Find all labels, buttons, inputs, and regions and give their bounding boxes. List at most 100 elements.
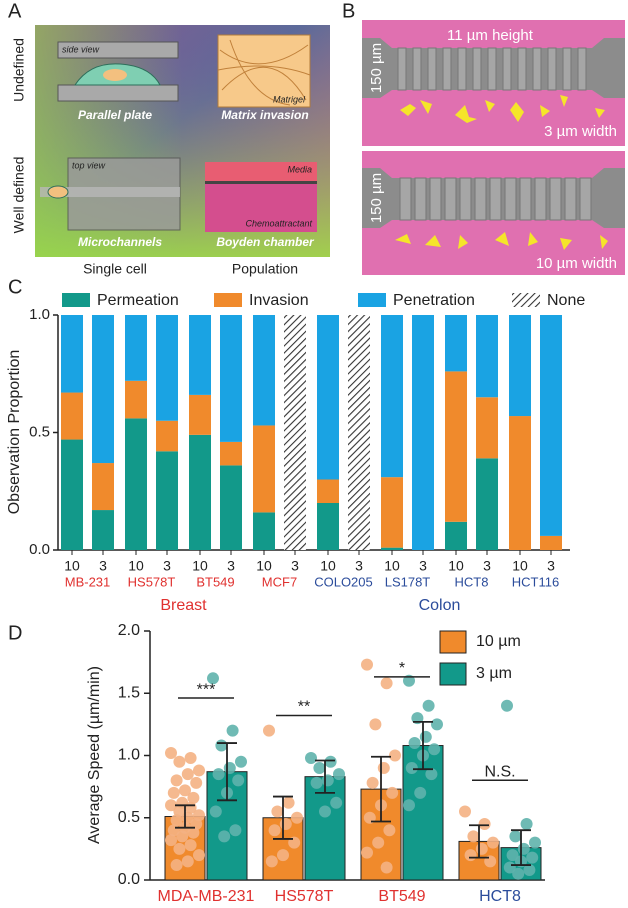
x-tick-label: MDA-MB-231	[158, 888, 255, 905]
data-point	[310, 776, 323, 789]
bar-segment	[317, 479, 339, 503]
data-point	[361, 658, 373, 671]
length-label: 150 µm	[368, 43, 385, 93]
channels	[397, 47, 592, 221]
x-tick-label: 10	[448, 558, 464, 574]
data-point	[265, 855, 278, 868]
plate	[57, 41, 179, 59]
data-point	[517, 842, 530, 855]
bar-segment	[253, 512, 275, 550]
legend-label: Invasion	[249, 292, 309, 309]
chart-d: 0.0 0.5 1.0 1.5 2.0 Average Speed (µm/min) 10 …	[86, 622, 545, 905]
data-point	[324, 755, 337, 768]
data-point	[361, 846, 373, 859]
bar-segment	[220, 315, 242, 442]
x-tick-label: 3	[419, 558, 427, 574]
data-point	[529, 836, 541, 849]
data-point	[366, 776, 379, 789]
nucleus	[103, 69, 127, 81]
panel-label: A	[8, 0, 22, 22]
legend-label: 3 µm	[476, 665, 512, 682]
data-point	[419, 730, 432, 743]
x-tick-label: 10	[64, 558, 80, 574]
bar-segment	[253, 425, 275, 513]
bar-segment	[156, 451, 178, 550]
bar-segment	[317, 503, 339, 550]
data-point	[425, 768, 438, 781]
bar-segment	[317, 315, 339, 480]
data-point	[526, 851, 539, 864]
cells	[395, 95, 608, 250]
data-point	[229, 824, 242, 837]
data-point	[431, 718, 443, 731]
data-point	[291, 811, 303, 824]
data-point	[170, 859, 183, 872]
significance-label: N.S.	[484, 763, 515, 780]
view-label: top view	[72, 160, 106, 170]
data-point	[405, 761, 418, 774]
microchannel	[397, 47, 407, 91]
data-point	[377, 761, 390, 774]
data-point	[263, 724, 275, 737]
membrane	[205, 181, 317, 184]
bar-segment	[445, 521, 467, 550]
data-point	[179, 784, 191, 797]
media-note: Media	[287, 164, 312, 174]
legend-label: None	[547, 292, 585, 309]
microchannel	[564, 177, 577, 221]
x-tick-label: 10	[320, 558, 336, 574]
bar-segment	[540, 315, 562, 536]
panel-a: A Undefined Well defined Single cell Pop…	[8, 0, 330, 277]
legend-swatch	[439, 662, 467, 686]
data-point	[167, 786, 180, 799]
data-point	[475, 842, 488, 855]
group-label: HS578T	[128, 574, 176, 589]
bar	[304, 776, 346, 881]
data-point	[193, 849, 205, 862]
y-tick-label: 1.5	[118, 684, 140, 701]
legend-label: 10 µm	[476, 633, 521, 650]
supergroup-label: Breast	[160, 597, 207, 614]
data-point	[520, 817, 533, 830]
y-tick-label: 1.0	[29, 306, 50, 323]
data-point	[181, 855, 194, 868]
legend-swatch	[214, 293, 242, 307]
bar-segment	[189, 315, 211, 395]
bar-segment	[509, 416, 531, 550]
method-title: Parallel plate	[78, 108, 152, 122]
bar-segment	[381, 315, 403, 478]
microchannel	[427, 47, 437, 91]
group-label: HCT8	[455, 574, 489, 589]
data-point	[313, 761, 326, 774]
data-point	[173, 842, 186, 855]
legend-label: Penetration	[393, 292, 475, 309]
bar-segment	[125, 418, 147, 550]
microchannel	[519, 177, 532, 221]
data-point	[512, 867, 525, 880]
fiber	[217, 39, 311, 106]
y-tick-label: 0.5	[118, 809, 140, 826]
bar-segment	[476, 315, 498, 398]
microchannel	[549, 177, 562, 221]
bar-segment	[61, 392, 83, 440]
y-tick-label: 2.0	[118, 622, 140, 639]
bar-segment	[125, 380, 147, 419]
microchannel	[442, 47, 452, 91]
data-point	[487, 836, 499, 849]
bar-segment	[61, 315, 83, 393]
data-point	[380, 861, 393, 874]
x-tick-label: 3	[547, 558, 555, 574]
method-title: Microchannels	[78, 235, 162, 249]
view-label: side view	[62, 44, 100, 54]
data-point	[176, 830, 189, 843]
data-point	[523, 864, 536, 877]
x-tick-label: BT549	[378, 888, 425, 905]
bar-segment	[445, 315, 467, 372]
cell	[47, 185, 69, 199]
data-point	[422, 699, 435, 712]
legend-swatch	[512, 293, 540, 307]
bar-segment	[412, 315, 434, 550]
data-point	[509, 830, 522, 843]
microchannel	[577, 47, 587, 91]
group-label: COLO205	[314, 574, 373, 589]
